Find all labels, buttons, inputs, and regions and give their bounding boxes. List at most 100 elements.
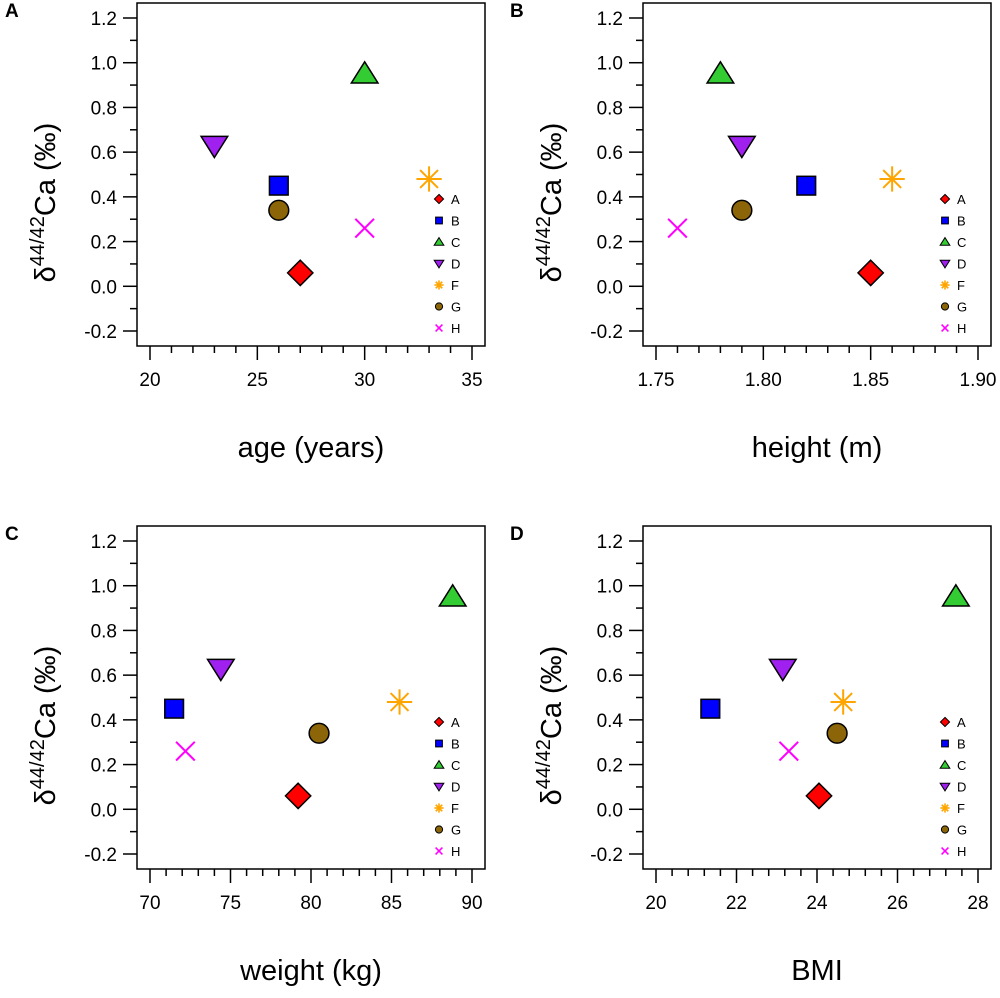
y-tick-label: 1.2 [91, 9, 117, 30]
legend-label: F [451, 801, 459, 816]
point-marker-g [731, 199, 753, 221]
panel-letter: A [5, 1, 19, 22]
point-marker-h-stroke [354, 218, 375, 239]
legend-label: H [451, 844, 460, 859]
y-tick-label: -0.2 [84, 845, 117, 866]
x-tick-label: 85 [381, 893, 402, 914]
legend-item-d: D [433, 780, 460, 795]
x-tick-label: 20 [139, 370, 160, 391]
y-tick-label: 0.8 [91, 98, 117, 119]
legend-item-f: F [434, 278, 459, 293]
y-axis-title: δ44/42Ca (‰) [27, 646, 62, 806]
y-title-main: Ca [536, 171, 568, 216]
y-tick-label: 0.2 [597, 233, 623, 254]
data-point-g [731, 199, 753, 221]
legend-marker-f [434, 280, 444, 290]
legend-marker-f-stroke [941, 281, 949, 289]
x-axis-title: height (m) [752, 432, 883, 464]
x-tick-label: 30 [354, 370, 375, 391]
y-tick-label: 0.4 [91, 188, 118, 209]
point-marker-f-stroke [882, 169, 902, 189]
point-marker-h-stroke [175, 741, 196, 762]
y-title-delta: δ [536, 266, 568, 282]
legend-label: C [957, 235, 966, 250]
legend-item-d: D [939, 257, 966, 272]
data-point-f [416, 166, 442, 192]
y-tick-label: 0.2 [91, 233, 117, 254]
y-axis-title: δ44/42Ca (‰) [533, 646, 568, 806]
y-title-superscript: 44/42 [533, 739, 555, 789]
y-tick-label: 0.0 [597, 277, 623, 298]
legend-label: C [451, 758, 460, 773]
point-marker-f [416, 166, 442, 192]
y-tick-label: 0.6 [597, 143, 623, 164]
point-marker-a [805, 782, 833, 810]
point-marker-d [727, 135, 757, 159]
y-tick-label: 1.2 [597, 532, 623, 553]
data-point-b [164, 698, 185, 719]
legend-marker-a [433, 193, 445, 205]
y-title-main: Ca [30, 694, 62, 739]
y-tick-label: 0.6 [91, 666, 117, 687]
y-tick-label: 1.0 [91, 577, 117, 598]
legend-marker-h-stroke [941, 324, 949, 332]
legend-item-g: G [940, 823, 967, 838]
point-marker-f-stroke [419, 169, 439, 189]
legend-label: D [451, 780, 460, 795]
x-tick-label: 1.80 [745, 370, 782, 391]
x-tick-label: 75 [220, 893, 241, 914]
y-tick-label: 1.2 [91, 532, 117, 553]
legend-marker-d [939, 782, 951, 792]
x-tick-label: 70 [139, 893, 160, 914]
point-marker-c [438, 583, 468, 607]
legend-marker-f-stroke [941, 804, 949, 812]
panel-letter: B [510, 1, 524, 22]
y-title-superscript: 44/42 [533, 216, 555, 266]
legend-marker-c [433, 759, 445, 769]
legend-label: A [957, 715, 966, 730]
y-title-main: Ca [30, 171, 62, 216]
data-point-f [879, 166, 905, 192]
legend-marker-f [940, 803, 950, 813]
data-point-d [206, 658, 236, 682]
y-title-delta: δ [30, 266, 62, 282]
legend-item-c: C [939, 758, 966, 773]
x-tick-label: 28 [967, 893, 988, 914]
legend-marker-c [939, 236, 951, 246]
legend-marker-h [941, 324, 949, 332]
legend-item-b: B [435, 737, 460, 752]
y-tick-label: 1.0 [597, 54, 623, 75]
legend-label: D [957, 780, 966, 795]
y-title-unit: (‰) [30, 123, 62, 171]
legend-item-a: A [433, 192, 460, 207]
x-tick-label: 90 [461, 893, 482, 914]
data-point-d [768, 658, 798, 682]
legend-marker-a [939, 716, 951, 728]
legend-label: F [451, 278, 459, 293]
data-point-d [199, 135, 230, 159]
legend-marker-f [940, 280, 950, 290]
y-tick-label: 0.2 [91, 756, 117, 777]
legend-label: A [451, 192, 460, 207]
data-point-h [778, 741, 799, 762]
legend-label: A [451, 715, 460, 730]
legend-label: B [957, 737, 966, 752]
y-tick-label: 1.0 [597, 577, 623, 598]
y-title-delta: δ [30, 789, 62, 805]
x-tick-label: 24 [806, 893, 828, 914]
point-marker-b [164, 698, 185, 719]
legend-marker-g [434, 825, 444, 834]
y-tick-label: 0.0 [597, 800, 623, 821]
y-tick-label: 0.0 [91, 277, 117, 298]
legend-item-g: G [434, 300, 461, 315]
legend-item-f: F [434, 801, 459, 816]
legend-marker-f-stroke [435, 804, 443, 812]
x-tick-label: 26 [887, 893, 908, 914]
y-tick-label: 1.2 [597, 9, 623, 30]
legend-marker-g [940, 825, 950, 834]
x-tick-label: 1.75 [638, 370, 675, 391]
point-marker-f-stroke [389, 692, 410, 712]
point-marker-c [349, 60, 380, 84]
legend-marker-g [434, 302, 444, 311]
y-axis-title: δ44/42Ca (‰) [533, 123, 568, 283]
